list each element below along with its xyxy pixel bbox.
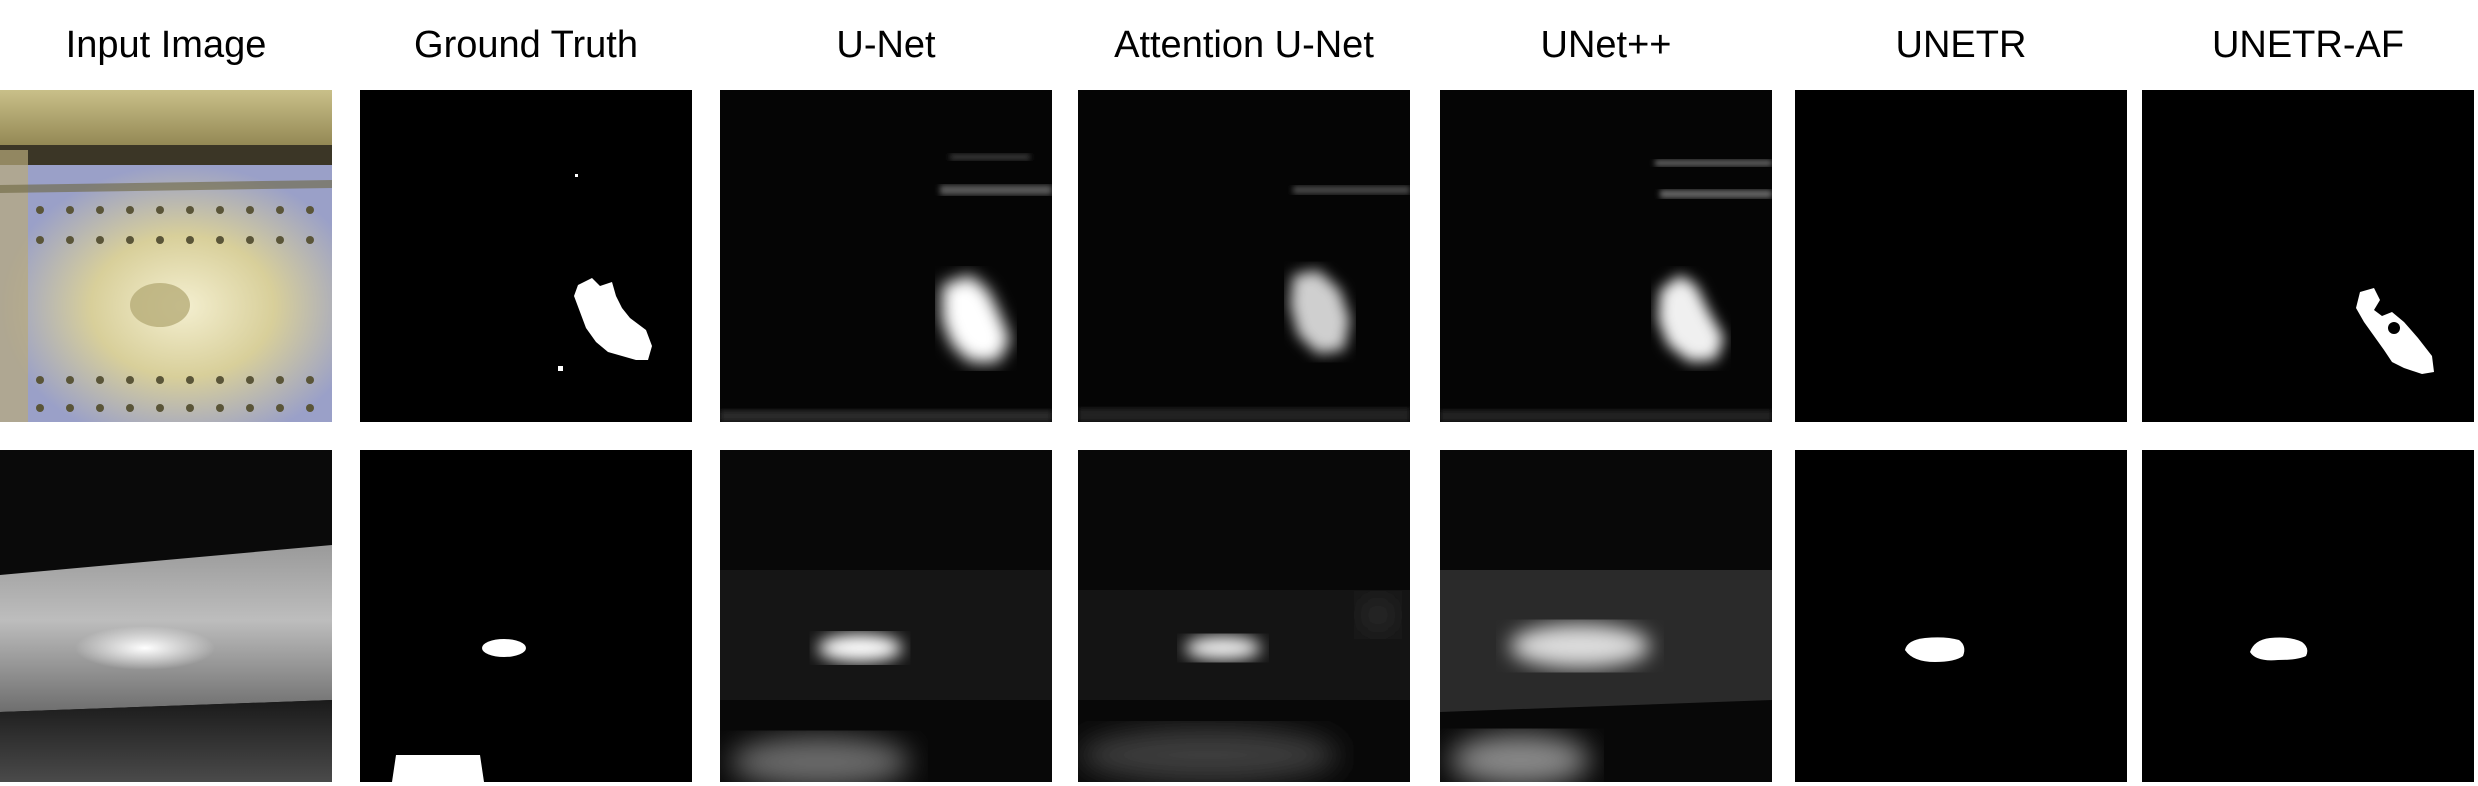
column-title-unetr: UNETR bbox=[1895, 24, 2027, 66]
row1-input-image bbox=[0, 90, 332, 422]
row1-unetr-prediction bbox=[1795, 90, 2127, 422]
row2-unetpp-prediction bbox=[1440, 450, 1772, 782]
row2-attention-unet-prediction bbox=[1078, 450, 1410, 782]
column-title-attention-unet: Attention U-Net bbox=[1114, 24, 1374, 66]
column-title-ground-truth: Ground Truth bbox=[414, 24, 638, 66]
row2-unetr-af-prediction bbox=[2142, 450, 2474, 782]
column-title-input-image: Input Image bbox=[65, 24, 267, 66]
row1-ground-truth bbox=[360, 90, 692, 422]
row1-unetpp-prediction bbox=[1440, 90, 1772, 422]
column-title-unetr-af: UNETR-AF bbox=[2211, 24, 2405, 66]
row1-unet-prediction bbox=[720, 90, 1052, 422]
row1-unetr-af-prediction bbox=[2142, 90, 2474, 422]
row2-ground-truth bbox=[360, 450, 692, 782]
row1-attention-unet-prediction bbox=[1078, 90, 1410, 422]
row2-unet-prediction bbox=[720, 450, 1052, 782]
column-title-unet: U-Net bbox=[836, 24, 936, 66]
row2-unetr-prediction bbox=[1795, 450, 2127, 782]
row2-input-image bbox=[0, 450, 332, 782]
column-title-unetpp: UNet++ bbox=[1540, 24, 1672, 66]
